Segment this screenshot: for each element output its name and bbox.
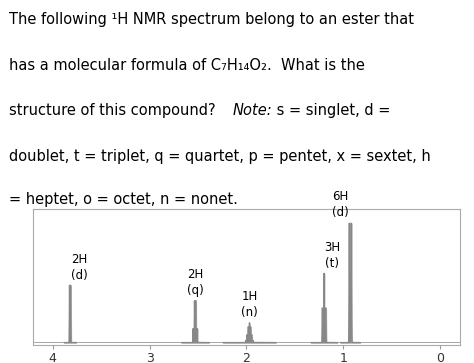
Text: 6H
(d): 6H (d) [332, 191, 349, 220]
Text: s = singlet, d =: s = singlet, d = [272, 103, 391, 118]
Text: The following ¹H NMR spectrum belong to an ester that: The following ¹H NMR spectrum belong to … [9, 12, 414, 27]
Text: 3H
(t): 3H (t) [324, 241, 340, 270]
Text: Note:: Note: [233, 103, 272, 118]
Text: = heptet, o = octet, n = nonet.: = heptet, o = octet, n = nonet. [9, 192, 238, 207]
Text: 1H
(n): 1H (n) [241, 290, 258, 319]
Text: doublet, t = triplet, q = quartet, p = pentet, x = sextet, h: doublet, t = triplet, q = quartet, p = p… [9, 149, 431, 164]
Text: 2H
(d): 2H (d) [72, 253, 88, 282]
Text: has a molecular formula of C₇H₁₄O₂.  What is the: has a molecular formula of C₇H₁₄O₂. What… [9, 58, 365, 73]
Text: 2H
(q): 2H (q) [187, 268, 203, 297]
Text: structure of this compound?: structure of this compound? [9, 103, 233, 118]
